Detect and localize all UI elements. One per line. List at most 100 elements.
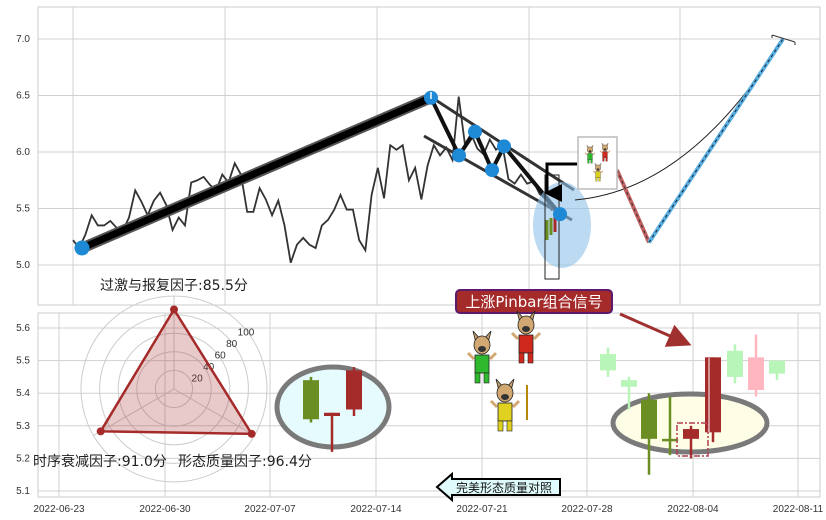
pivot-point bbox=[553, 207, 567, 222]
pointer-arrow bbox=[544, 162, 577, 202]
pivot-point bbox=[452, 148, 466, 163]
dog-arms bbox=[489, 399, 521, 409]
dog-leg bbox=[518, 352, 525, 364]
dog-overalls bbox=[602, 151, 608, 158]
thumb-dog-red bbox=[599, 143, 611, 162]
y-tick-label: 7.0 bbox=[16, 34, 30, 45]
dog-leg bbox=[602, 157, 605, 162]
dog-overalls bbox=[595, 171, 601, 178]
dog-leg bbox=[587, 159, 590, 164]
signal-highlight-ellipse bbox=[533, 182, 591, 268]
zigzag-line bbox=[429, 96, 562, 216]
radar-axis-label: 形态质量因子:96.4分 bbox=[178, 454, 312, 470]
candle-body bbox=[705, 357, 721, 433]
mascot-thumbnail-frame bbox=[577, 136, 618, 190]
dog-head bbox=[473, 335, 491, 355]
pinbar-dashed-box bbox=[676, 422, 709, 457]
pivot-point bbox=[497, 139, 511, 154]
candle-body bbox=[600, 354, 616, 371]
thumb-dog-green bbox=[584, 145, 596, 164]
bottom-panel-frame bbox=[37, 312, 821, 498]
target-bracket bbox=[771, 34, 796, 45]
compare-button[interactable]: 完美形态质量对照 bbox=[435, 471, 561, 503]
candle-body bbox=[621, 380, 637, 387]
dog-leg bbox=[598, 177, 601, 182]
radar-vertex bbox=[96, 427, 105, 436]
dog-leg bbox=[497, 420, 504, 432]
radar-axis-label: 时序衰减因子:91.0分 bbox=[33, 453, 167, 470]
pivot-point bbox=[485, 163, 499, 178]
reference-candle-body bbox=[324, 412, 340, 417]
dog-head bbox=[496, 383, 514, 403]
top-panel-frame bbox=[37, 6, 821, 306]
radar-tick-label: 20 bbox=[192, 373, 204, 384]
radar-tick-label: 80 bbox=[226, 339, 238, 350]
dog-head bbox=[602, 144, 608, 152]
candle-body bbox=[683, 429, 699, 439]
left-arrow-icon bbox=[435, 471, 561, 503]
radar-polygon bbox=[98, 307, 254, 436]
dog-snout bbox=[478, 346, 486, 352]
y-tick-label: 5.0 bbox=[16, 260, 30, 271]
plot-layer: 20406080100过激与报复因子:85.5分形态质量因子:96.4分时序衰减… bbox=[33, 34, 796, 503]
reference-candle-body bbox=[346, 370, 362, 410]
dog-arms bbox=[599, 150, 611, 154]
y-tick-label: 5.4 bbox=[16, 388, 30, 399]
dog-leg bbox=[474, 372, 481, 384]
y-tick-label: 5.1 bbox=[16, 486, 30, 497]
dog-snout bbox=[522, 326, 530, 332]
radar-vertex bbox=[247, 429, 256, 438]
price-line bbox=[72, 96, 553, 264]
candle-body bbox=[641, 399, 657, 439]
x-tick-label: 2022-07-07 bbox=[244, 504, 296, 515]
top-panel-grid: 5.0 5.5 6.0 6.5 7.0 bbox=[16, 6, 821, 306]
reference-candle-body bbox=[303, 380, 319, 420]
radar-spoke bbox=[93, 388, 175, 436]
up-projection-dash bbox=[648, 38, 784, 243]
y-tick-label: 6.0 bbox=[16, 147, 30, 158]
mascot-dog-yellow bbox=[489, 378, 521, 432]
y-tick-label: 5.3 bbox=[16, 421, 30, 432]
x-tick-label: 2022-07-14 bbox=[350, 504, 402, 515]
dog-leg bbox=[483, 372, 490, 384]
y-tick-label: 5.2 bbox=[16, 453, 30, 464]
x-tick-label: 2022-08-11 bbox=[773, 504, 824, 515]
down-projection-dash bbox=[616, 169, 650, 243]
signal-label: 上涨Pinbar组合信号 bbox=[455, 289, 613, 314]
dog-snout bbox=[596, 168, 600, 171]
dog-leg bbox=[605, 157, 608, 162]
compare-label: 完美形态质量对照 bbox=[456, 480, 552, 495]
x-tick-label: 2022-06-30 bbox=[139, 504, 191, 515]
radar-tick-label: 100 bbox=[238, 327, 255, 338]
pivot-point bbox=[468, 124, 482, 139]
y-tick-label: 5.6 bbox=[16, 323, 30, 334]
dog-head bbox=[587, 146, 593, 154]
candle-body bbox=[662, 438, 678, 442]
dog-arms bbox=[592, 170, 604, 174]
main-trend-line bbox=[80, 94, 433, 252]
mascot-dog-green bbox=[466, 330, 498, 384]
candle-body bbox=[748, 357, 764, 390]
x-tick-label: 2022-07-28 bbox=[561, 504, 613, 515]
y-tick-label: 5.5 bbox=[16, 204, 30, 215]
dog-head bbox=[595, 164, 601, 172]
signal-box bbox=[544, 174, 560, 280]
pivot-point bbox=[74, 240, 90, 256]
dog-leg bbox=[595, 177, 598, 182]
dog-head bbox=[517, 315, 535, 335]
dog-snout bbox=[501, 394, 509, 400]
dog-snout bbox=[588, 150, 592, 153]
signal-label-text: 上涨Pinbar组合信号 bbox=[465, 293, 602, 311]
dog-leg bbox=[506, 420, 513, 432]
dog-arms bbox=[510, 331, 542, 341]
signal-arrow bbox=[619, 312, 692, 347]
candle-body bbox=[727, 350, 743, 377]
radar-axis-label: 过激与报复因子:85.5分 bbox=[100, 277, 248, 294]
dog-arms bbox=[466, 351, 498, 361]
dog-leg bbox=[527, 352, 534, 364]
dog-snout bbox=[603, 148, 607, 151]
bottom-panel-grid: 2022-06-23 2022-06-30 2022-07-07 2022-07-14… bbox=[16, 312, 824, 515]
radar-tick-label: 60 bbox=[215, 350, 227, 361]
